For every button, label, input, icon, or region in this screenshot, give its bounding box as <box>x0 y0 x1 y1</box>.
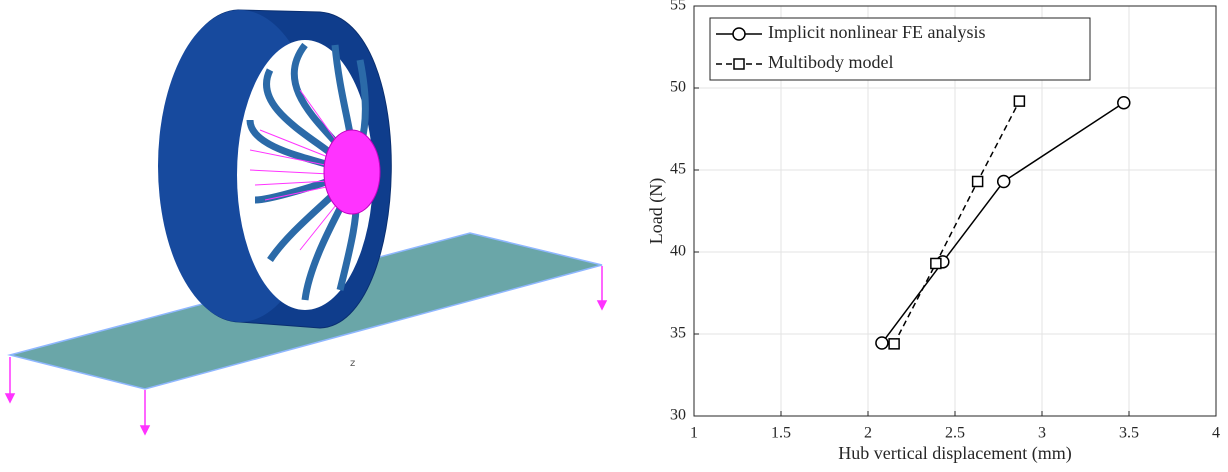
y-axis-label: Load (N) <box>646 178 667 244</box>
x-tick-label: 3.5 <box>1119 425 1139 442</box>
fe-render: z <box>6 10 606 434</box>
x-tick-label: 2 <box>864 425 872 442</box>
data-point <box>876 337 888 349</box>
y-tick-label: 30 <box>670 407 686 424</box>
y-tick-label: 50 <box>670 79 686 96</box>
data-point <box>998 175 1010 187</box>
x-axis-label: Hub vertical displacement (mm) <box>838 443 1071 464</box>
y-tick-label: 40 <box>670 243 686 260</box>
x-tick-label: 2.5 <box>945 425 965 442</box>
legend-marker <box>733 28 745 40</box>
page: z 1 1.5 2 2.5 3 3.5 4 30 35 40 45 50 55 Hub vertical … <box>0 0 1228 472</box>
data-point <box>889 339 899 349</box>
x-tick-label: 4 <box>1212 425 1220 442</box>
x-tick-label: 1 <box>690 425 698 442</box>
x-tick-label: 3 <box>1038 425 1046 442</box>
legend-label: Implicit nonlinear FE analysis <box>768 22 985 42</box>
series-line <box>894 101 1019 344</box>
y-tick-label: 35 <box>670 325 686 342</box>
y-tick-label: 55 <box>670 0 686 14</box>
chart: 1 1.5 2 2.5 3 3.5 4 30 35 40 45 50 55 Hub vertical di… <box>646 0 1220 464</box>
series-line <box>882 103 1124 343</box>
x-tick-label: 1.5 <box>771 425 791 442</box>
data-point <box>1118 97 1130 109</box>
y-tick-label: 45 <box>670 161 686 178</box>
axis-triad-label: z <box>350 358 355 369</box>
legend-marker <box>734 59 744 69</box>
data-point <box>931 258 941 268</box>
hub <box>324 130 380 214</box>
legend-label: Multibody model <box>768 52 894 72</box>
data-point <box>973 176 983 186</box>
data-point <box>1014 96 1024 106</box>
